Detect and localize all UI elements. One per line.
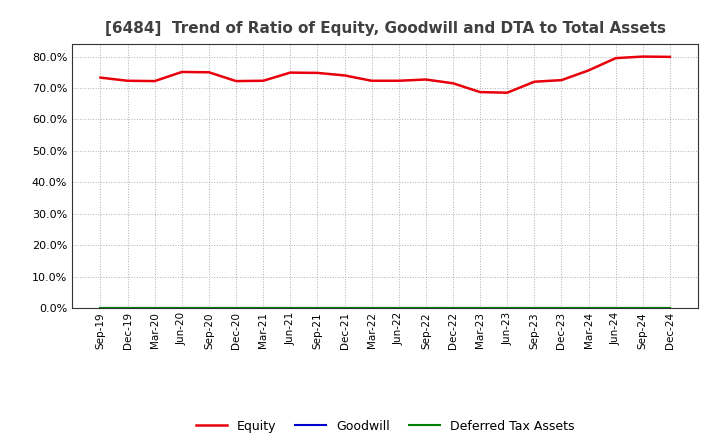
- Equity: [503, 90, 511, 95]
- Deferred Tax Assets: [421, 305, 430, 311]
- Equity: [611, 55, 620, 61]
- Goodwill: [313, 305, 322, 311]
- Deferred Tax Assets: [611, 305, 620, 311]
- Equity: [395, 78, 403, 84]
- Goodwill: [611, 305, 620, 311]
- Equity: [665, 54, 674, 59]
- Goodwill: [476, 305, 485, 311]
- Equity: [449, 81, 457, 86]
- Equity: [232, 78, 240, 84]
- Deferred Tax Assets: [639, 305, 647, 311]
- Goodwill: [639, 305, 647, 311]
- Deferred Tax Assets: [530, 305, 539, 311]
- Equity: [204, 70, 213, 75]
- Goodwill: [204, 305, 213, 311]
- Equity: [341, 73, 349, 78]
- Equity: [96, 75, 105, 80]
- Deferred Tax Assets: [503, 305, 511, 311]
- Equity: [476, 89, 485, 95]
- Equity: [178, 70, 186, 75]
- Equity: [530, 79, 539, 84]
- Equity: [639, 54, 647, 59]
- Deferred Tax Assets: [123, 305, 132, 311]
- Deferred Tax Assets: [584, 305, 593, 311]
- Goodwill: [395, 305, 403, 311]
- Goodwill: [584, 305, 593, 311]
- Deferred Tax Assets: [665, 305, 674, 311]
- Goodwill: [449, 305, 457, 311]
- Deferred Tax Assets: [341, 305, 349, 311]
- Equity: [259, 78, 268, 84]
- Goodwill: [96, 305, 105, 311]
- Equity: [286, 70, 294, 75]
- Deferred Tax Assets: [313, 305, 322, 311]
- Equity: [313, 70, 322, 76]
- Equity: [421, 77, 430, 82]
- Title: [6484]  Trend of Ratio of Equity, Goodwill and DTA to Total Assets: [6484] Trend of Ratio of Equity, Goodwil…: [104, 21, 666, 36]
- Deferred Tax Assets: [259, 305, 268, 311]
- Deferred Tax Assets: [232, 305, 240, 311]
- Deferred Tax Assets: [476, 305, 485, 311]
- Goodwill: [557, 305, 566, 311]
- Equity: [150, 78, 159, 84]
- Equity: [557, 77, 566, 83]
- Goodwill: [178, 305, 186, 311]
- Deferred Tax Assets: [557, 305, 566, 311]
- Goodwill: [286, 305, 294, 311]
- Equity: [367, 78, 376, 84]
- Deferred Tax Assets: [178, 305, 186, 311]
- Deferred Tax Assets: [395, 305, 403, 311]
- Line: Equity: Equity: [101, 57, 670, 93]
- Goodwill: [259, 305, 268, 311]
- Equity: [123, 78, 132, 84]
- Goodwill: [150, 305, 159, 311]
- Goodwill: [503, 305, 511, 311]
- Deferred Tax Assets: [449, 305, 457, 311]
- Deferred Tax Assets: [367, 305, 376, 311]
- Goodwill: [665, 305, 674, 311]
- Goodwill: [530, 305, 539, 311]
- Legend: Equity, Goodwill, Deferred Tax Assets: Equity, Goodwill, Deferred Tax Assets: [191, 414, 580, 437]
- Goodwill: [232, 305, 240, 311]
- Goodwill: [367, 305, 376, 311]
- Deferred Tax Assets: [286, 305, 294, 311]
- Equity: [584, 68, 593, 73]
- Goodwill: [341, 305, 349, 311]
- Goodwill: [421, 305, 430, 311]
- Goodwill: [123, 305, 132, 311]
- Deferred Tax Assets: [96, 305, 105, 311]
- Deferred Tax Assets: [204, 305, 213, 311]
- Deferred Tax Assets: [150, 305, 159, 311]
